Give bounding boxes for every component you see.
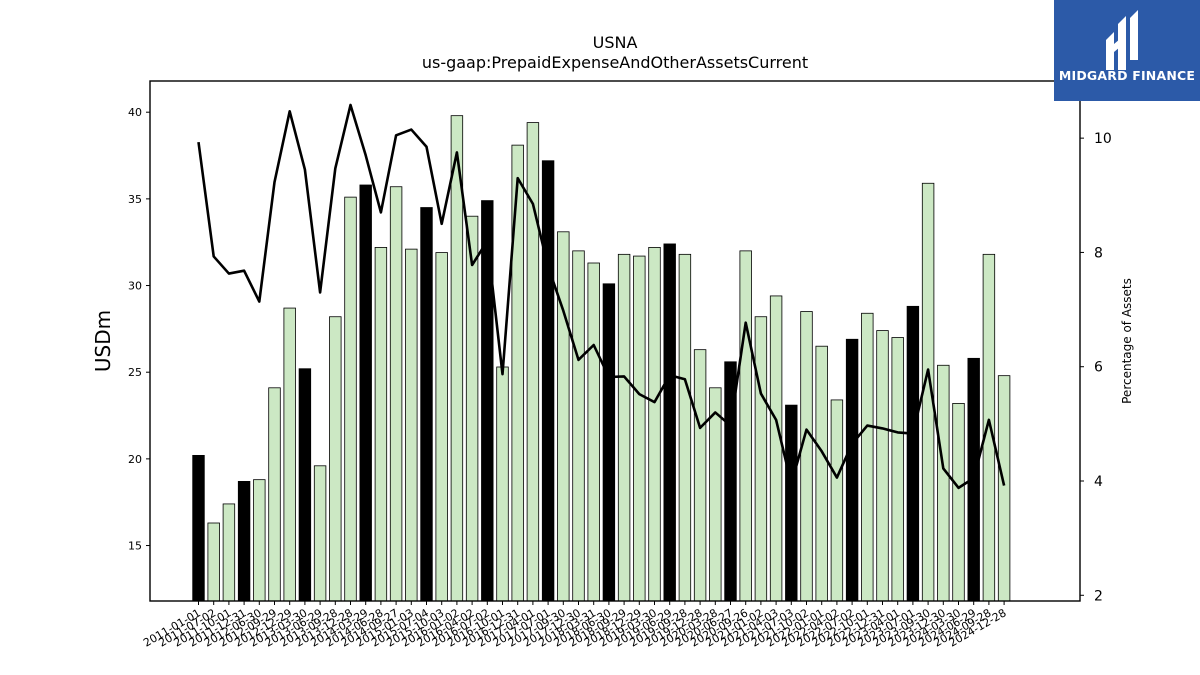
bar: [496, 366, 509, 602]
bar: [313, 465, 327, 602]
y2-tick-label: 10: [1094, 131, 1112, 147]
y-tick-label: 30: [128, 280, 142, 293]
line-series: [197, 103, 1006, 490]
logo-mark-icon: [1106, 10, 1138, 70]
bar: [572, 250, 585, 602]
bar: [481, 200, 494, 602]
brand-logo: MIDGARD FINANCE: [1054, 0, 1200, 101]
axes: 1520253035402468102011-01-012011-07-0220…: [128, 80, 1112, 650]
bar: [207, 522, 220, 602]
y2-tick-label: 4: [1094, 474, 1103, 490]
bar: [298, 368, 312, 602]
bar: [435, 252, 448, 602]
bar: [222, 503, 236, 602]
y-tick-label: 15: [128, 540, 142, 553]
bar: [602, 283, 616, 602]
bar: [693, 349, 707, 602]
bar: [876, 330, 889, 602]
bar: [359, 184, 372, 602]
bar: [557, 231, 570, 602]
bar: [997, 375, 1011, 602]
bar: [374, 246, 388, 602]
y-axis-label: USDm: [91, 310, 115, 372]
bar: [754, 316, 768, 602]
bar: [982, 253, 996, 602]
bar: [541, 160, 555, 602]
bar: [268, 387, 281, 602]
bar: [815, 345, 828, 602]
bar: [891, 337, 904, 602]
logo-stroke-right: [1130, 10, 1138, 60]
y-tick-label: 35: [128, 193, 142, 206]
bar: [739, 250, 752, 602]
logo-background: [1054, 0, 1200, 101]
bar: [253, 479, 266, 602]
bar: [192, 454, 205, 602]
bar: [344, 196, 357, 602]
bar: [648, 246, 661, 602]
bar-series: [192, 115, 1011, 602]
bar: [845, 338, 859, 602]
bar: [329, 316, 342, 602]
percentage-line: [197, 103, 1006, 490]
bar: [633, 255, 646, 602]
bar: [420, 207, 433, 602]
bar: [587, 262, 600, 602]
y2-axis-label: Percentage of Assets: [1120, 278, 1134, 404]
y2-tick-label: 6: [1094, 360, 1103, 376]
y-tick-label: 40: [128, 106, 142, 119]
brand-name: MIDGARD FINANCE: [1058, 68, 1196, 83]
y-tick-label: 20: [128, 453, 142, 466]
bar: [405, 248, 418, 602]
bar: [526, 122, 540, 602]
bar: [952, 402, 965, 602]
bar: [800, 311, 813, 602]
chart-subtitle: us-gaap:PrepaidExpenseAndOtherAssetsCurr…: [422, 53, 808, 72]
plot-frame: [149, 80, 1081, 602]
y2-tick-label: 2: [1094, 588, 1103, 604]
logo-bg-rect: [1054, 0, 1200, 101]
y-tick-label: 25: [128, 366, 142, 379]
chart-title: USNA: [593, 33, 638, 52]
bar: [511, 144, 524, 602]
y2-tick-label: 8: [1094, 245, 1103, 261]
logo-stroke-left: [1106, 32, 1114, 70]
bar: [678, 253, 692, 602]
bar: [237, 480, 251, 602]
bar: [785, 404, 798, 602]
bar: [769, 295, 783, 602]
bar: [709, 387, 722, 602]
bar: [389, 186, 403, 602]
bar: [283, 307, 296, 602]
bar: [830, 399, 844, 602]
bar: [465, 215, 479, 602]
logo-bridge: [1114, 34, 1126, 52]
bar: [906, 305, 920, 602]
bar: [861, 312, 874, 602]
bar: [663, 243, 676, 602]
bar: [617, 253, 631, 602]
bar: [937, 364, 950, 602]
